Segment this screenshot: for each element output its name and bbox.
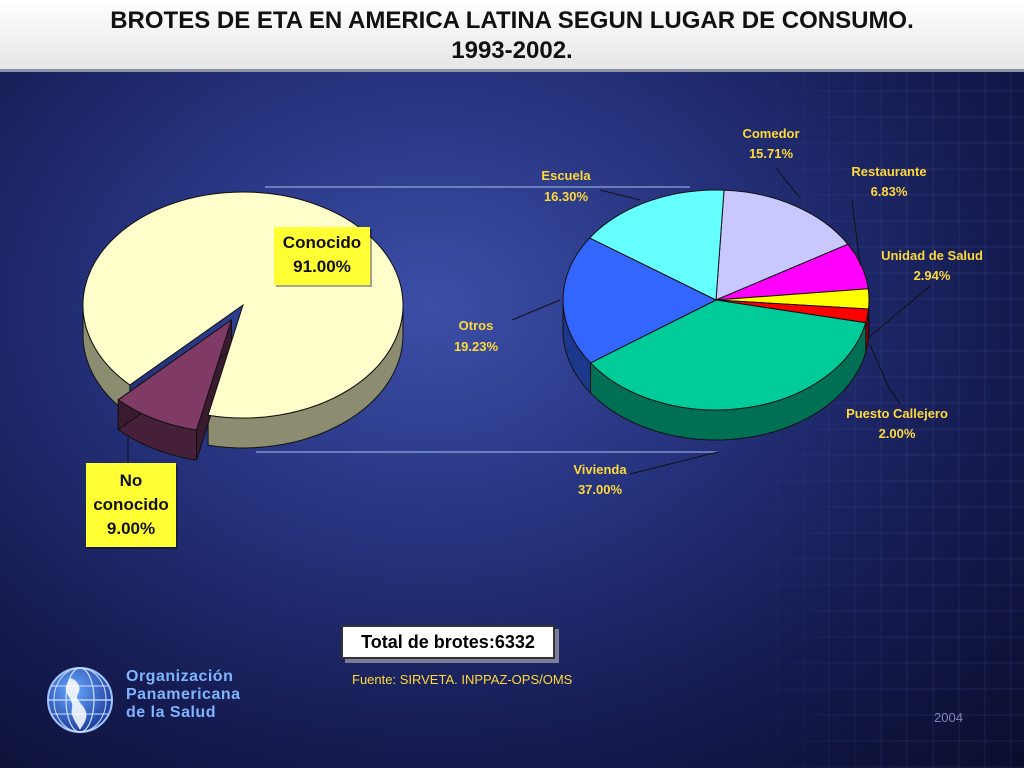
- value-unidad-salud: 2.94%: [914, 268, 951, 283]
- label-vivienda: Vivienda: [573, 462, 627, 477]
- logo-line2: Panamericana: [126, 686, 241, 703]
- value-conocido: 91.00%: [293, 257, 351, 276]
- logo-text: Organización Panamericana de la Salud: [126, 668, 241, 722]
- label-comedor: Comedor: [742, 126, 799, 141]
- value-comedor: 15.71%: [749, 146, 794, 161]
- value-escuela: 16.30%: [544, 189, 589, 204]
- label-conocido: Conocido: [282, 233, 362, 252]
- label-unidad-salud: Unidad de Salud: [881, 248, 983, 263]
- chart-title-line2: 1993-2002.: [451, 37, 573, 64]
- pie-slice-comedor: [715, 189, 849, 301]
- value-otros: 19.23%: [454, 339, 499, 354]
- leader-restaurante: [851, 199, 861, 266]
- callout-no-conocido: No conocido 9.00%: [86, 463, 176, 547]
- leader-unidad-salud: [867, 285, 931, 339]
- label-restaurante: Restaurante: [851, 164, 926, 179]
- label-no-conocido: No conocido: [93, 471, 169, 514]
- label-puesto-callejero: Puesto Callejero: [846, 406, 948, 421]
- leader-escuela: [599, 189, 641, 201]
- paho-logo: Organización Panamericana de la Salud: [40, 660, 270, 740]
- pie-slice-escuela: [588, 189, 725, 301]
- leader-lines: [127, 167, 931, 475]
- value-puesto-callejero: 2.00%: [879, 426, 916, 441]
- chart-title-line1: BROTES DE ETA EN AMERICA LATINA SEGUN LU…: [110, 7, 914, 34]
- pie-slice-conocido: [82, 191, 404, 419]
- total-outbreaks-box: Total de brotes:6332: [341, 625, 555, 659]
- pie-slice-otros: [562, 237, 718, 364]
- label-escuela: Escuela: [541, 168, 591, 183]
- value-no-conocido: 9.00%: [106, 519, 156, 538]
- globe-icon: [47, 667, 113, 733]
- leader-puesto-callejero: [869, 344, 901, 405]
- title-bar: BROTES DE ETA EN AMERICA LATINA SEGUN LU…: [0, 0, 1024, 72]
- logo-line3: de la Salud: [126, 704, 216, 721]
- value-vivienda: 37.00%: [578, 482, 623, 497]
- pie-chart-place: [562, 189, 870, 441]
- source-note: Fuente: SIRVETA. INPPAZ-OPS/OMS: [352, 672, 573, 687]
- pie-slice-vivienda: [589, 299, 867, 411]
- leader-otros: [511, 299, 561, 321]
- leader-vivienda: [629, 451, 719, 475]
- year-watermark: 2004: [934, 710, 963, 725]
- leader-comedor: [775, 167, 801, 199]
- value-restaurante: 6.83%: [871, 184, 908, 199]
- logo-line1: Organización: [126, 668, 234, 685]
- label-otros: Otros: [459, 318, 494, 333]
- pie-slice-no-conocido: [117, 318, 233, 431]
- callout-conocido: Conocido 91.00%: [274, 227, 370, 285]
